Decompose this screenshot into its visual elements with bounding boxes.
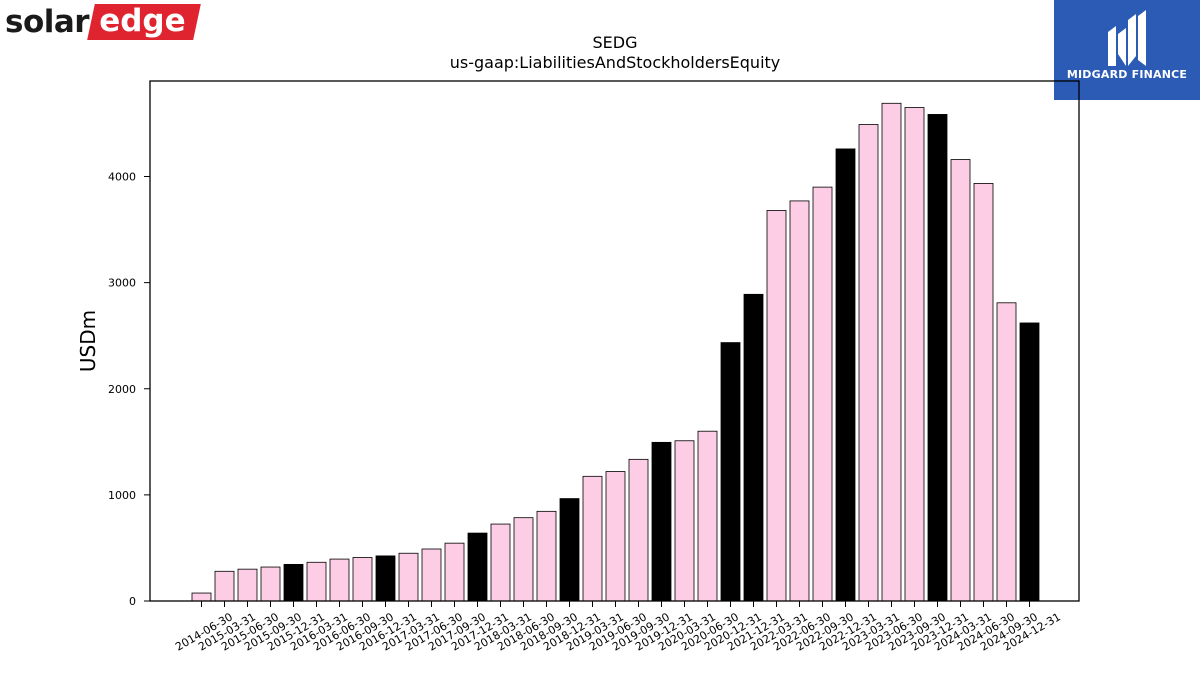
bar-2016-09-30	[352, 557, 373, 602]
bar-2018-03-31	[490, 523, 511, 602]
bar-2024-03-31	[950, 159, 971, 602]
bar-2017-12-31	[467, 532, 488, 602]
bar-2023-12-31	[927, 114, 948, 602]
bar-2020-03-31	[674, 440, 695, 602]
bar-2019-06-30	[605, 471, 626, 602]
bar-2021-12-31	[743, 293, 764, 602]
bar-2023-03-31	[858, 124, 879, 602]
y-tick-label: 2000	[108, 383, 136, 396]
bar-2017-09-30	[444, 542, 465, 602]
y-tick-label: 1000	[108, 489, 136, 502]
bar-2024-12-31	[1019, 322, 1040, 602]
bar-group	[191, 102, 1040, 602]
bar-2018-12-31	[559, 498, 580, 602]
bar-2024-09-30	[996, 302, 1017, 602]
bar-2022-12-31	[835, 148, 856, 602]
bar-2018-09-30	[536, 510, 557, 602]
midgard-finance-logo: MIDGARD FINANCE	[1054, 0, 1200, 100]
bar-2016-03-31	[306, 561, 327, 602]
bar-2017-03-31	[398, 552, 419, 602]
bar-2018-06-30	[513, 517, 534, 602]
y-tick-label: 3000	[108, 277, 136, 290]
bar-2020-12-31	[720, 342, 741, 602]
bar-2023-06-30	[881, 102, 902, 602]
bar-2015-03-31	[214, 570, 235, 602]
y-axis-label: USDm	[76, 310, 100, 372]
bar-2022-09-30	[812, 186, 833, 602]
bar-2022-06-30	[789, 200, 810, 602]
solaredge-logo: solar edge	[5, 2, 202, 42]
y-axis-ticks: 0 1000 2000 3000 4000	[108, 171, 150, 608]
bar-2015-09-30	[260, 566, 281, 602]
midgard-emblem-icon	[1108, 10, 1146, 66]
bar-2019-09-30	[628, 458, 649, 602]
y-tick-label: 0	[129, 595, 136, 608]
bar-2024-06-30	[973, 183, 994, 602]
bar-2015-06-30	[237, 568, 258, 602]
y-tick-label: 4000	[108, 171, 136, 184]
bar-2015-12-31	[283, 563, 304, 602]
bar-2017-06-30	[421, 548, 442, 602]
bar-2016-12-31	[375, 555, 396, 602]
bar-2019-12-31	[651, 441, 672, 602]
bar-2014-06-30	[191, 592, 212, 602]
chart-subtitle: us-gaap:LiabilitiesAndStockholdersEquity	[450, 53, 781, 72]
x-axis-ticks: 2014-06-302015-03-312015-06-302015-09-30…	[173, 601, 1063, 654]
bar-2022-03-31	[766, 210, 787, 602]
bar-2019-03-31	[582, 475, 603, 602]
midgard-finance-name: MIDGARD FINANCE	[1066, 68, 1188, 81]
plot-frame	[149, 80, 1080, 602]
bar-2020-06-30	[697, 430, 718, 602]
bar-2016-06-30	[329, 558, 350, 602]
bar-2023-09-30	[904, 107, 925, 602]
solaredge-logo-word: solar	[5, 4, 90, 40]
chart-title: SEDG	[593, 33, 638, 52]
